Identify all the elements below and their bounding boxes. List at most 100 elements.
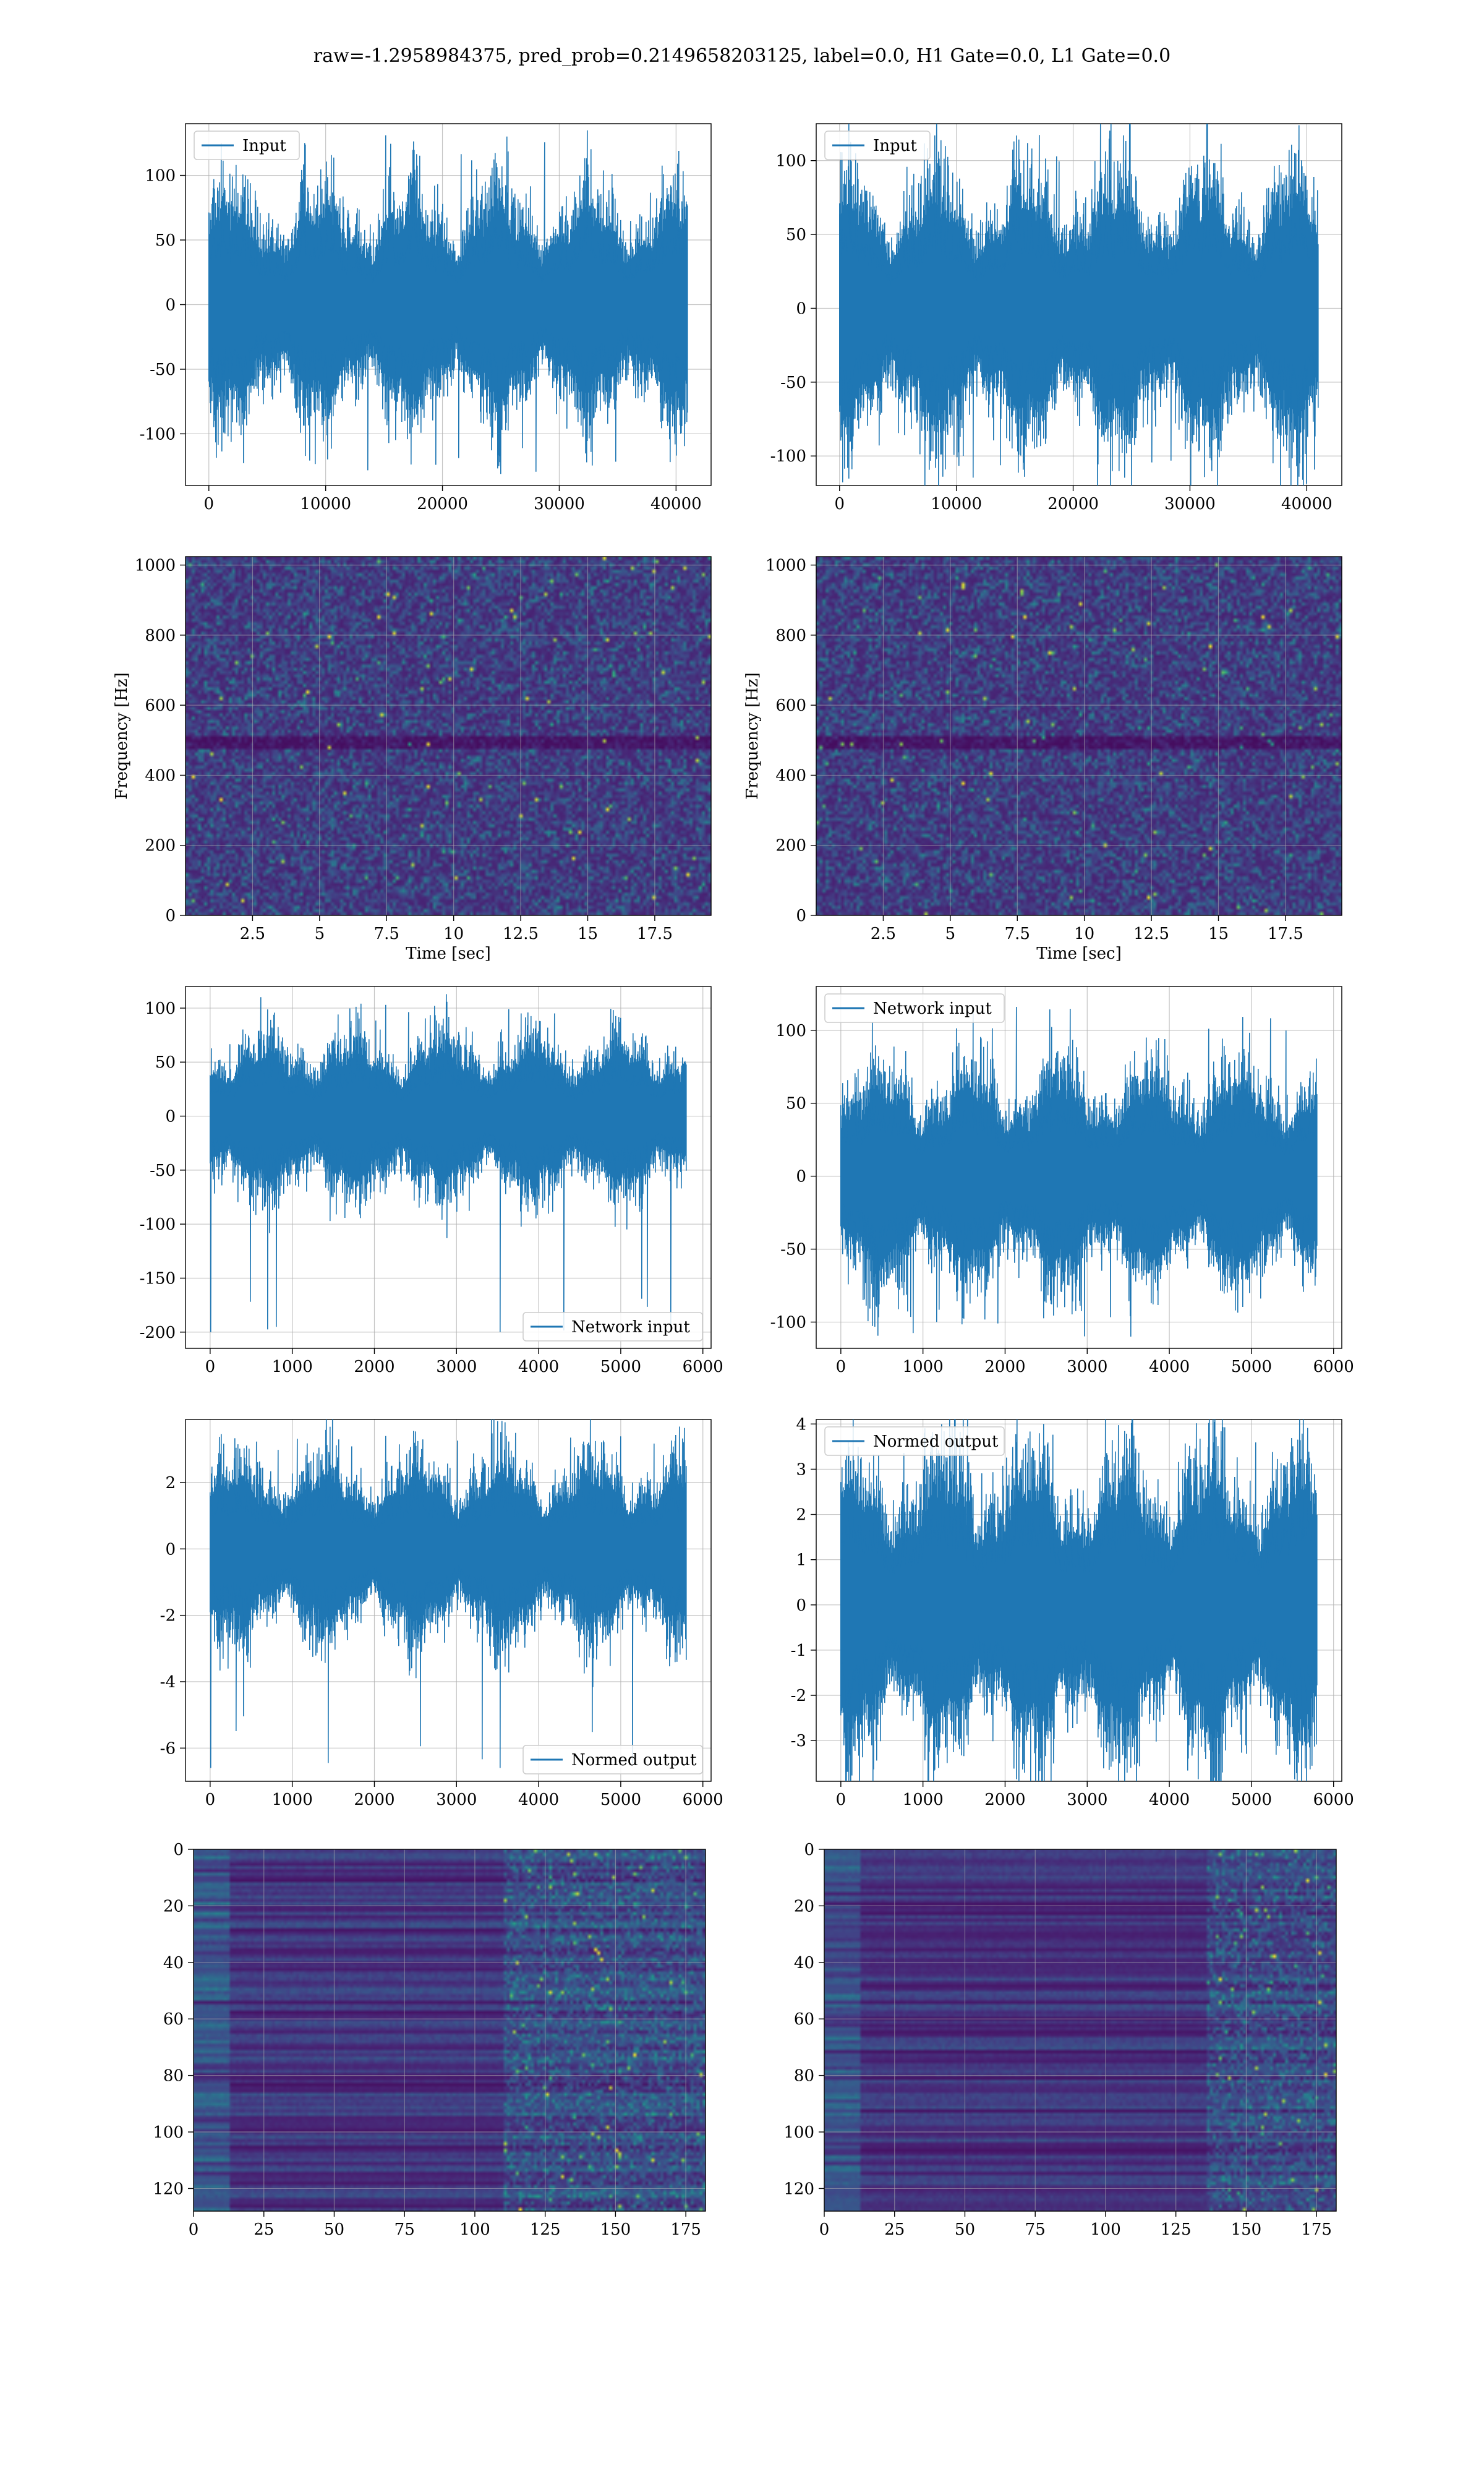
- r3c1-frame: [185, 986, 712, 1349]
- r2c2-xtick-label-2: 7.5: [1005, 925, 1030, 943]
- r4c2-xtick-label-4: 4000: [1149, 1791, 1190, 1809]
- r3c1-xtick-label-1: 1000: [272, 1358, 313, 1376]
- r3c2-legend: Network input: [824, 993, 1005, 1023]
- r3c2-series-core: [840, 1083, 1317, 1265]
- r3c2-xtick-label-2: 2000: [984, 1358, 1025, 1376]
- r2c1-xlabel: Time [sec]: [406, 944, 491, 963]
- r3c2-xtick-label-1: 1000: [903, 1358, 944, 1376]
- r4c1-ytick-label-3: 0: [165, 1540, 176, 1559]
- r5c1-xtick-label-6: 150: [600, 2220, 631, 2239]
- r4c1-ytick-label-2: -2: [160, 1607, 176, 1625]
- r3c2-ytick-label-4: 100: [775, 1022, 806, 1040]
- r5c1-xtick-label-1: 25: [254, 2220, 274, 2239]
- r3c2-ytick-label-1: -50: [780, 1241, 806, 1259]
- r1c1-legend: Input: [194, 131, 300, 160]
- r1c2-xtick-label-1: 10000: [931, 495, 982, 513]
- r2c1-frame: [185, 556, 712, 916]
- r2c1-ytick-label-0: 0: [165, 907, 176, 925]
- r4c2-ytick-label-0: -3: [791, 1732, 806, 1750]
- r2c1-ylabel: Frequency [Hz]: [113, 672, 131, 800]
- r2c1-ytick-label-5: 1000: [135, 557, 176, 575]
- r4c2-ytick-label-2: -1: [791, 1641, 806, 1660]
- r2c2-ytick-label-5: 1000: [765, 557, 806, 575]
- r4c2-series-core: [840, 1480, 1317, 1729]
- r4c1-ytick-label-0: -6: [160, 1739, 176, 1758]
- r1c2-ytick-label-4: 100: [775, 152, 806, 171]
- r4c2-ytick-label-6: 3: [796, 1460, 806, 1479]
- r3c1-ytick-label-2: -100: [140, 1215, 176, 1234]
- r2c2-ytick-label-3: 600: [775, 696, 806, 715]
- r5c1-ytick-label-3: 60: [163, 2010, 184, 2029]
- r3c1-ytick-label-0: -200: [140, 1324, 176, 1342]
- r1c1-ytick-label-2: 0: [165, 296, 176, 315]
- r2c2-xtick-label-5: 15: [1208, 925, 1229, 943]
- r5c2-xtick-label-7: 175: [1301, 2220, 1332, 2239]
- r4c1-xtick-label-2: 2000: [354, 1791, 394, 1809]
- r5c1-ytick-label-4: 80: [163, 2067, 184, 2086]
- r3c1-xtick-label-2: 2000: [354, 1358, 394, 1376]
- r4c2-xtick-label-1: 1000: [903, 1791, 944, 1809]
- r1c1-xtick-label-3: 30000: [534, 495, 585, 513]
- r1c1-ytick-label-1: -50: [150, 361, 176, 379]
- r5c2-xtick-label-0: 0: [819, 2220, 830, 2239]
- r5c2-xtick-label-6: 150: [1231, 2220, 1262, 2239]
- r3c2-ytick-label-2: 0: [796, 1168, 806, 1186]
- r5c1-frame: [193, 1849, 706, 2212]
- r5c1-xtick-label-2: 50: [324, 2220, 344, 2239]
- r2c2-frame: [816, 556, 1342, 916]
- r3c2-ytick-label-0: -100: [770, 1314, 806, 1332]
- r5c2-ytick-label-2: 40: [794, 1954, 814, 1972]
- r5c1-xtick-label-7: 175: [670, 2220, 701, 2239]
- r3c1-legend-label: Network input: [571, 1318, 690, 1337]
- panel-r2c1: 2.5 5 7.5 10 12.5 15 17.5 0 200 400 600 800 1000 Time…: [113, 556, 712, 963]
- r1c2-legend-box: [824, 131, 931, 160]
- r1c2-ytick-label-1: -50: [780, 374, 806, 392]
- figure-title: raw=-1.2958984375, pred_prob=0.214965820…: [313, 45, 1171, 67]
- panel-r2c2: 2.5 5 7.5 10 12.5 15 17.5 0 200 400 600 800 1000 Time…: [743, 556, 1342, 963]
- r4c1-xtick-label-4: 4000: [518, 1791, 559, 1809]
- r1c1-ytick-label-4: 100: [145, 167, 176, 186]
- r3c2-xtick-label-0: 0: [836, 1358, 846, 1376]
- panel-r1c1: 0 10000 20000 30000 40000 -100 -50 0 50 100 Input: [140, 123, 712, 513]
- r2c2-ytick-label-1: 200: [775, 837, 806, 855]
- r2c2-xtick-label-1: 5: [945, 925, 956, 943]
- r2c1-xtick-label-1: 5: [315, 925, 325, 943]
- r5c2-ytick-label-6: 120: [783, 2180, 814, 2198]
- r4c2-frame: [816, 1419, 1342, 1782]
- r5c2-ytick-label-5: 100: [783, 2123, 814, 2142]
- r1c1-xtick-label-0: 0: [204, 495, 215, 513]
- r1c1-legend-box: [194, 131, 300, 160]
- r2c1-xtick-label-4: 12.5: [503, 925, 539, 943]
- r5c2-heatmap-image: [824, 1849, 1336, 2211]
- r5c2-xtick-label-2: 50: [955, 2220, 975, 2239]
- r1c2-frame: [816, 123, 1342, 486]
- r5c1-xtick-label-0: 0: [189, 2220, 199, 2239]
- r1c2-legend-label: Input: [873, 137, 917, 155]
- r4c2-ytick-label-5: 2: [796, 1506, 806, 1525]
- r4c1-xtick-label-6: 6000: [683, 1791, 723, 1809]
- r3c1-ytick-label-4: 0: [165, 1108, 176, 1126]
- r2c1-ytick-label-4: 800: [145, 627, 176, 645]
- panel-r4c2: 0 1000 2000 3000 4000 5000 6000 -3 -2 -1 0 1 2 3 4 Norm…: [791, 1415, 1354, 1809]
- panel-r4c1: 0 1000 2000 3000 4000 5000 6000 -6 -4 -2 0 2 Normed …: [160, 1419, 723, 1809]
- r3c1-xtick-label-6: 6000: [683, 1358, 723, 1376]
- panel-r3c2: 0 1000 2000 3000 4000 5000 6000 -100 -50 0 50 100 Ne…: [770, 986, 1354, 1376]
- r3c1-legend-box: [522, 1312, 703, 1342]
- r1c2-xtick-label-0: 0: [835, 495, 845, 513]
- r1c2-xtick-label-4: 40000: [1281, 495, 1333, 513]
- r2c1-xtick-label-0: 2.5: [240, 925, 265, 943]
- r4c2-ytick-label-3: 0: [796, 1596, 806, 1615]
- r2c2-ytick-label-2: 400: [775, 766, 806, 785]
- r4c1-xtick-label-0: 0: [205, 1791, 216, 1809]
- r4c1-series-core: [210, 1471, 686, 1670]
- r1c2-legend: Input: [824, 131, 931, 160]
- r4c2-ytick-label-7: 4: [796, 1415, 806, 1434]
- r3c2-xtick-label-4: 4000: [1149, 1358, 1190, 1376]
- r3c2-xtick-label-5: 5000: [1231, 1358, 1272, 1376]
- r3c1-ytick-label-6: 100: [145, 999, 176, 1018]
- r2c2-ytick-label-0: 0: [796, 907, 806, 925]
- r5c2-ytick-label-3: 60: [794, 2010, 814, 2029]
- r3c2-frame: [816, 986, 1342, 1349]
- r3c1-xtick-label-3: 3000: [436, 1358, 477, 1376]
